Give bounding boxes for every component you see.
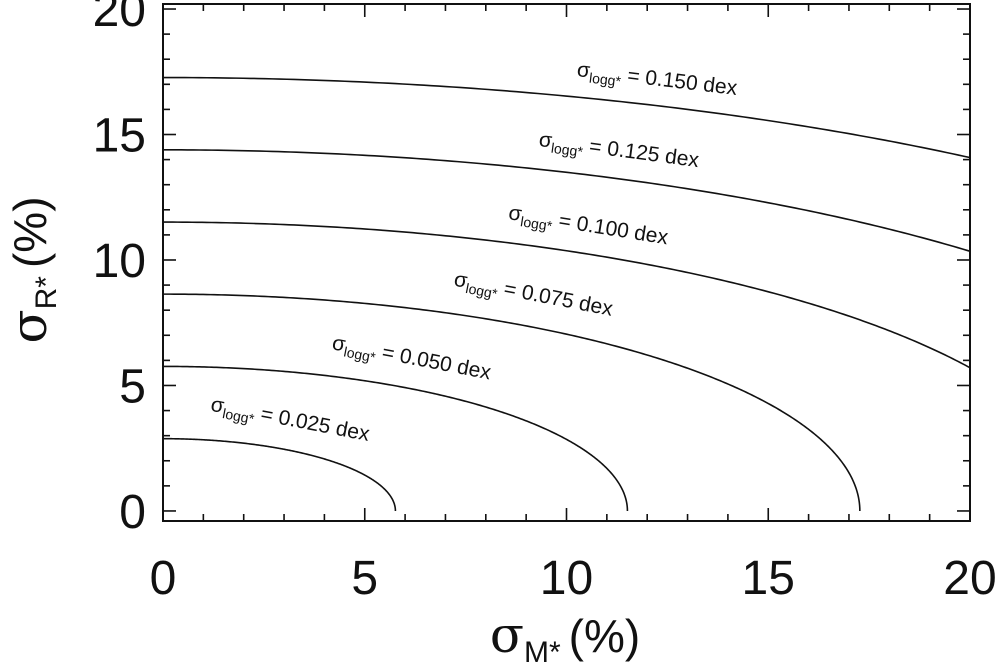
curve-6 (163, 76, 970, 159)
curve-1 (163, 437, 397, 511)
curve-3 (163, 293, 861, 511)
tick-labels: 0 5 10 15 20 0 5 10 15 20 (93, 0, 997, 605)
x-tick-label: 0 (150, 552, 177, 605)
y-axis-title: σR*(%) (0, 196, 63, 343)
y-tick-label: 20 (93, 0, 146, 37)
curve-label-6: σlogg* = 0.150 dex (575, 58, 739, 103)
y-tick-label: 5 (119, 360, 146, 413)
x-tick-label: 10 (540, 552, 593, 605)
plot-frame (162, 3, 971, 522)
x-axis-title: σM* (%) (490, 606, 640, 665)
curve-label-5: σlogg* = 0.125 dex (537, 128, 701, 175)
curve-5 (163, 149, 970, 253)
curve-2 (163, 365, 629, 511)
curve-label-4: σlogg* = 0.100 dex (507, 201, 671, 252)
curve-label-1: σlogg* = 0.025 dex (208, 393, 372, 449)
x-tick-label: 15 (742, 552, 795, 605)
y-tick-label: 0 (119, 486, 146, 539)
axis-ticks (162, 4, 971, 521)
y-tick-label: 10 (93, 235, 146, 288)
x-tick-label: 5 (351, 552, 378, 605)
curve-label-3: σlogg* = 0.075 dex (452, 268, 616, 324)
x-tick-label: 20 (943, 552, 996, 605)
y-tick-label: 15 (93, 110, 146, 163)
curves-layer (163, 76, 970, 511)
curve-4 (163, 221, 970, 369)
